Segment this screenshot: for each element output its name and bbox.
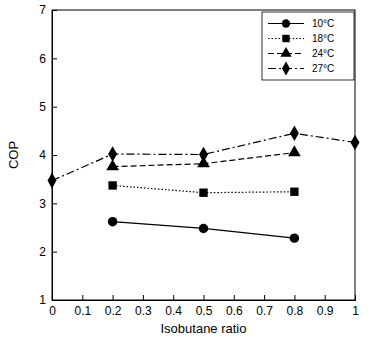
legend-label: 18°C [312, 33, 334, 44]
data-marks [48, 125, 360, 242]
y-axis-line [53, 11, 58, 301]
data-point [48, 173, 57, 189]
legend-marker [282, 19, 290, 27]
y-tick-label: 7 [39, 3, 46, 17]
y-tick-label: 5 [39, 100, 46, 114]
y-tick-mark [52, 300, 57, 301]
x-tick-label: 0.5 [196, 304, 213, 318]
legend-marker [280, 47, 291, 57]
series-line [113, 222, 295, 238]
y-tick: 6 [39, 52, 57, 66]
data-point [290, 125, 299, 141]
legend-box [262, 12, 354, 80]
x-tick-label: 0.3 [135, 304, 152, 318]
y-tick-mark [52, 252, 57, 253]
data-point [108, 146, 117, 162]
x-tick-label: 1 [352, 304, 359, 318]
y-tick-mark [52, 107, 57, 108]
data-point [108, 181, 116, 189]
x-tick-mark [355, 295, 356, 300]
x-tick: 0.1 [74, 295, 91, 318]
x-tick: 0.2 [105, 295, 122, 318]
y-tick: 3 [39, 197, 57, 211]
data-point [199, 224, 208, 233]
y-tick-label: 4 [39, 148, 46, 162]
y-tick: 7 [39, 3, 57, 17]
x-tick-label: 0.2 [105, 304, 122, 318]
x-tick: 0.9 [317, 295, 334, 318]
legend-label: 10°C [312, 18, 334, 29]
legend-entry: 24°C [268, 47, 334, 59]
plot-frame [52, 10, 355, 300]
series-line [52, 133, 355, 180]
data-point [290, 188, 298, 196]
y-tick-mark [52, 10, 57, 11]
legend-entry: 18°C [268, 33, 334, 44]
x-tick-mark [234, 295, 235, 300]
data-point [351, 135, 360, 151]
x-tick-label: 0.9 [317, 304, 334, 318]
y-tick-label: 3 [39, 197, 46, 211]
x-axis-line [53, 295, 356, 301]
data-point [199, 189, 207, 197]
x-tick: 0.4 [165, 295, 182, 318]
y-tick: 4 [39, 148, 57, 162]
x-tick-label: 0.8 [287, 304, 304, 318]
x-axis-title: Isobutane ratio [160, 321, 246, 336]
x-tick-mark [113, 295, 114, 300]
y-axis-title: COP [6, 141, 21, 169]
data-point [290, 233, 299, 242]
y-tick-mark [52, 203, 57, 204]
y-tick-label: 1 [39, 293, 46, 307]
legend-label: 27°C [312, 63, 334, 74]
data-point [108, 217, 117, 226]
y-tick: 1 [39, 293, 57, 307]
x-tick: 0.7 [256, 295, 273, 318]
x-tick-mark [294, 295, 295, 300]
y-tick: 2 [39, 245, 57, 259]
y-tick-mark [52, 155, 57, 156]
y-tick-label: 6 [39, 52, 46, 66]
y-axis: 1 2 3 4 5 6 7 [39, 3, 57, 307]
x-tick-label: 0.6 [226, 304, 243, 318]
chart: 0 0.1 0.2 0.3 0.4 0.5 0.6 0.7 0.8 0.9 1 1 2 3 4 5 6 7 10°C… [0, 0, 372, 339]
x-tick-mark [325, 295, 326, 300]
x-tick-mark [173, 295, 174, 300]
x-tick-label: 0.1 [74, 304, 91, 318]
y-tick-label: 2 [39, 245, 46, 259]
legend-entry: 10°C [268, 18, 334, 29]
x-tick-label: 0.4 [165, 304, 182, 318]
legend-label: 24°C [312, 48, 334, 59]
x-tick-mark [264, 295, 265, 300]
x-tick: 0.5 [196, 295, 213, 318]
data-point [288, 145, 301, 156]
plot: 0 0.1 0.2 0.3 0.4 0.5 0.6 0.7 0.8 0.9 1 1 2 3 4 5 6 7 10°C… [39, 3, 359, 317]
y-tick: 5 [39, 100, 57, 114]
legend-marker [282, 62, 290, 76]
x-tick-label: 0 [49, 304, 56, 318]
x-tick: 0.3 [135, 295, 152, 318]
x-tick: 0.6 [226, 295, 243, 318]
y-tick-mark [52, 58, 57, 59]
legend-marker [282, 35, 289, 42]
x-tick: 1 [352, 295, 359, 318]
legend-entry: 27°C [268, 62, 334, 76]
x-tick-mark [204, 295, 205, 300]
data-point [199, 147, 208, 163]
legend: 10°C 18°C 24°C 27°C [262, 12, 354, 80]
x-tick-label: 0.7 [256, 304, 273, 318]
x-tick: 0.8 [287, 295, 304, 318]
x-tick-mark [143, 295, 144, 300]
x-tick-mark [82, 295, 83, 300]
x-axis: 0 0.1 0.2 0.3 0.4 0.5 0.6 0.7 0.8 0.9 1 [49, 295, 359, 318]
